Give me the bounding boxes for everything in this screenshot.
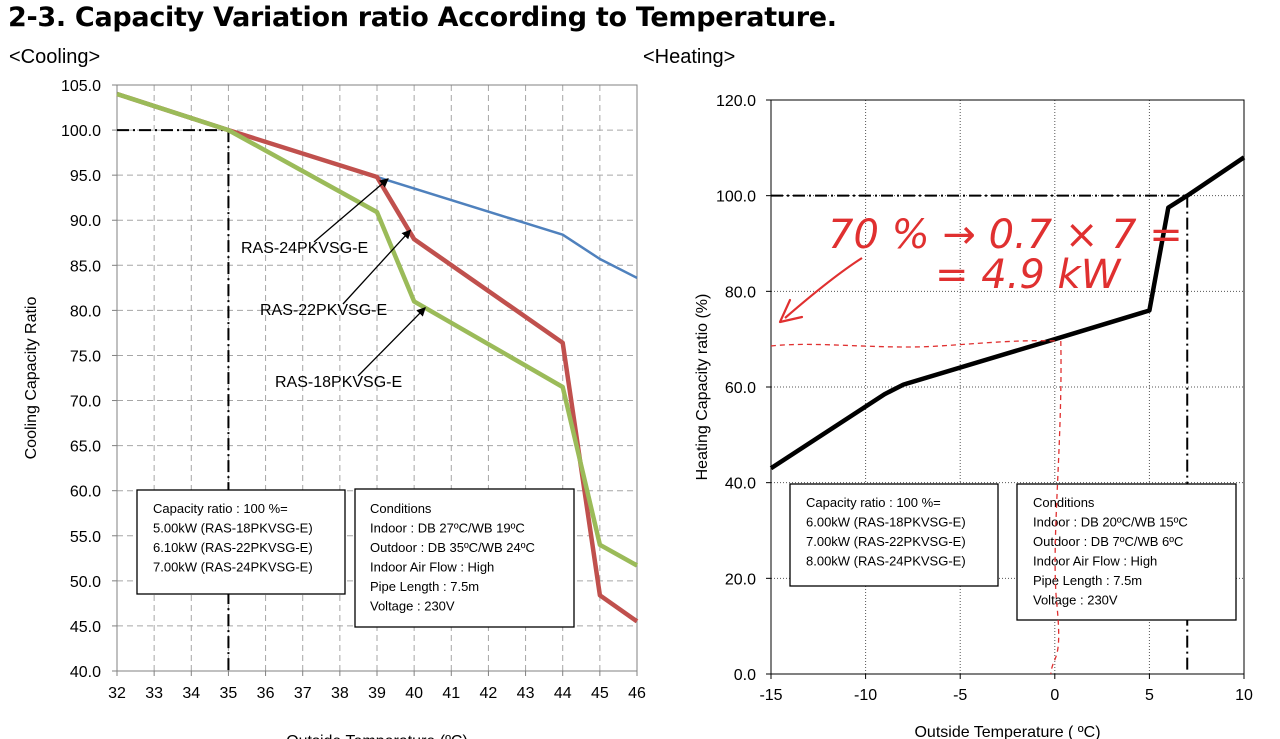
cooling-model-label: RAS-22PKVSG-E — [260, 302, 387, 319]
cooling-y-tick-label: 50.0 — [70, 574, 101, 591]
cooling-capacity-text: Capacity ratio : 100 %= — [153, 501, 288, 516]
heating-y-tick-label: 40.0 — [725, 476, 756, 493]
heating-capacity-text: Capacity ratio : 100 %= — [806, 495, 941, 510]
heating-conditions-text: Indoor : DB 20ºC/WB 15ºC — [1033, 515, 1188, 530]
cooling-label-arrow — [357, 307, 426, 377]
cooling-capacity-text: 7.00kW (RAS-24PKVSG-E) — [153, 560, 313, 575]
cooling-conditions-text: Indoor : DB 27ºC/WB 19ºC — [370, 521, 525, 536]
cooling-capacity-box — [136, 489, 346, 595]
heating-y-tick-label: 0.0 — [734, 667, 756, 684]
heating-y-tick-label: 20.0 — [725, 571, 756, 588]
cooling-x-tick-label: 42 — [480, 685, 498, 702]
cooling-label-arrow — [313, 178, 389, 243]
cooling-y-tick-label: 40.0 — [70, 664, 101, 681]
cooling-conditions-text: Indoor Air Flow : High — [370, 560, 494, 575]
heating-y-tick-label: 60.0 — [725, 380, 756, 397]
cooling-x-tick-label: 40 — [405, 685, 423, 702]
cooling-x-tick-label: 36 — [257, 685, 275, 702]
heating-conditions-text: Pipe Length : 7.5m — [1033, 573, 1142, 588]
heating-subtitle: <Heating> — [643, 46, 736, 68]
cooling-subtitle: <Cooling> — [9, 46, 101, 68]
heating-conditions-text: Voltage : 230V — [1033, 593, 1118, 608]
cooling-y-tick-label: 80.0 — [70, 303, 101, 320]
cooling-conditions-box — [354, 488, 575, 628]
heating-x-tick-label: -10 — [854, 687, 877, 704]
cooling-y-tick-label: 100.0 — [61, 123, 101, 140]
cooling-x-axis-title: Outside Temperature (ºC) — [286, 733, 468, 739]
cooling-y-tick-label: 60.0 — [70, 484, 101, 501]
annotation-vertical-trace — [1050, 340, 1062, 675]
cooling-y-tick-label: 45.0 — [70, 619, 101, 636]
annotation-text-line2: = 4.9 kW — [935, 252, 1122, 298]
heating-conditions-text: Conditions — [1033, 495, 1095, 510]
cooling-label-arrow — [342, 229, 412, 305]
heating-capacity-text: 6.00kW (RAS-18PKVSG-E) — [806, 515, 966, 530]
annotation-arrow-head — [778, 298, 804, 324]
cooling-x-tick-label: 32 — [108, 685, 126, 702]
heating-conditions-text: Outdoor : DB 7ºC/WB 6ºC — [1033, 534, 1183, 549]
cooling-x-tick-label: 33 — [145, 685, 163, 702]
heating-x-tick-label: -5 — [953, 687, 967, 704]
cooling-x-tick-label: 38 — [331, 685, 349, 702]
cooling-x-tick-label: 44 — [554, 685, 572, 702]
cooling-capacity-text: 5.00kW (RAS-18PKVSG-E) — [153, 521, 313, 536]
heating-capacity-text: 8.00kW (RAS-24PKVSG-E) — [806, 554, 966, 569]
cooling-conditions-text: Pipe Length : 7.5m — [370, 579, 479, 594]
cooling-conditions-text: Conditions — [370, 501, 432, 516]
cooling-model-label: RAS-24PKVSG-E — [241, 240, 368, 257]
cooling-y-tick-label: 105.0 — [61, 78, 101, 95]
heating-y-tick-label: 120.0 — [716, 93, 756, 110]
cooling-conditions-text: Outdoor : DB 35ºC/WB 24ºC — [370, 540, 535, 555]
heating-series-line — [769, 155, 1246, 471]
heating-x-tick-label: 0 — [1050, 687, 1059, 704]
cooling-y-tick-label: 90.0 — [70, 213, 101, 230]
cooling-x-tick-label: 46 — [628, 685, 646, 702]
heating-x-tick-label: 10 — [1235, 687, 1253, 704]
cooling-y-axis-title: Cooling Capacity Ratio — [23, 297, 40, 460]
heating-y-axis-title: Heating Capacity ratio (%) — [694, 294, 711, 481]
cooling-x-tick-label: 41 — [442, 685, 460, 702]
cooling-y-tick-label: 70.0 — [70, 394, 101, 411]
cooling-x-tick-label: 45 — [591, 685, 609, 702]
heating-conditions-text: Indoor Air Flow : High — [1033, 554, 1157, 569]
page-title: 2-3. Capacity Variation ratio According … — [8, 2, 837, 33]
cooling-x-tick-label: 39 — [368, 685, 386, 702]
cooling-capacity-text: 6.10kW (RAS-22PKVSG-E) — [153, 540, 313, 555]
heating-capacity-text: 7.00kW (RAS-22PKVSG-E) — [806, 534, 966, 549]
cooling-x-tick-label: 37 — [294, 685, 312, 702]
cooling-y-tick-label: 65.0 — [70, 439, 101, 456]
annotation-arrow-shaft — [784, 257, 863, 319]
cooling-series-line — [116, 91, 639, 568]
heating-y-tick-label: 100.0 — [716, 189, 756, 206]
annotation-horizontal-trace — [770, 340, 1055, 348]
cooling-y-tick-label: 85.0 — [70, 258, 101, 275]
cooling-y-tick-label: 55.0 — [70, 529, 101, 546]
cooling-x-tick-label: 43 — [517, 685, 535, 702]
heating-x-tick-label: 5 — [1145, 687, 1154, 704]
cooling-x-tick-label: 35 — [220, 685, 238, 702]
heating-capacity-box — [789, 483, 999, 587]
cooling-x-tick-label: 34 — [182, 685, 200, 702]
cooling-model-label: RAS-18PKVSG-E — [275, 374, 402, 391]
heating-x-tick-label: -15 — [759, 687, 782, 704]
annotation-text-line1: 70 % → 0.7 × 7 = — [828, 212, 1183, 258]
cooling-conditions-text: Voltage : 230V — [370, 599, 455, 614]
cooling-y-tick-label: 95.0 — [70, 168, 101, 185]
cooling-y-tick-label: 75.0 — [70, 348, 101, 365]
heating-x-axis-title: Outside Temperature ( ºC) — [914, 724, 1100, 739]
heating-conditions-box — [1016, 483, 1237, 621]
heating-y-tick-label: 80.0 — [725, 284, 756, 301]
